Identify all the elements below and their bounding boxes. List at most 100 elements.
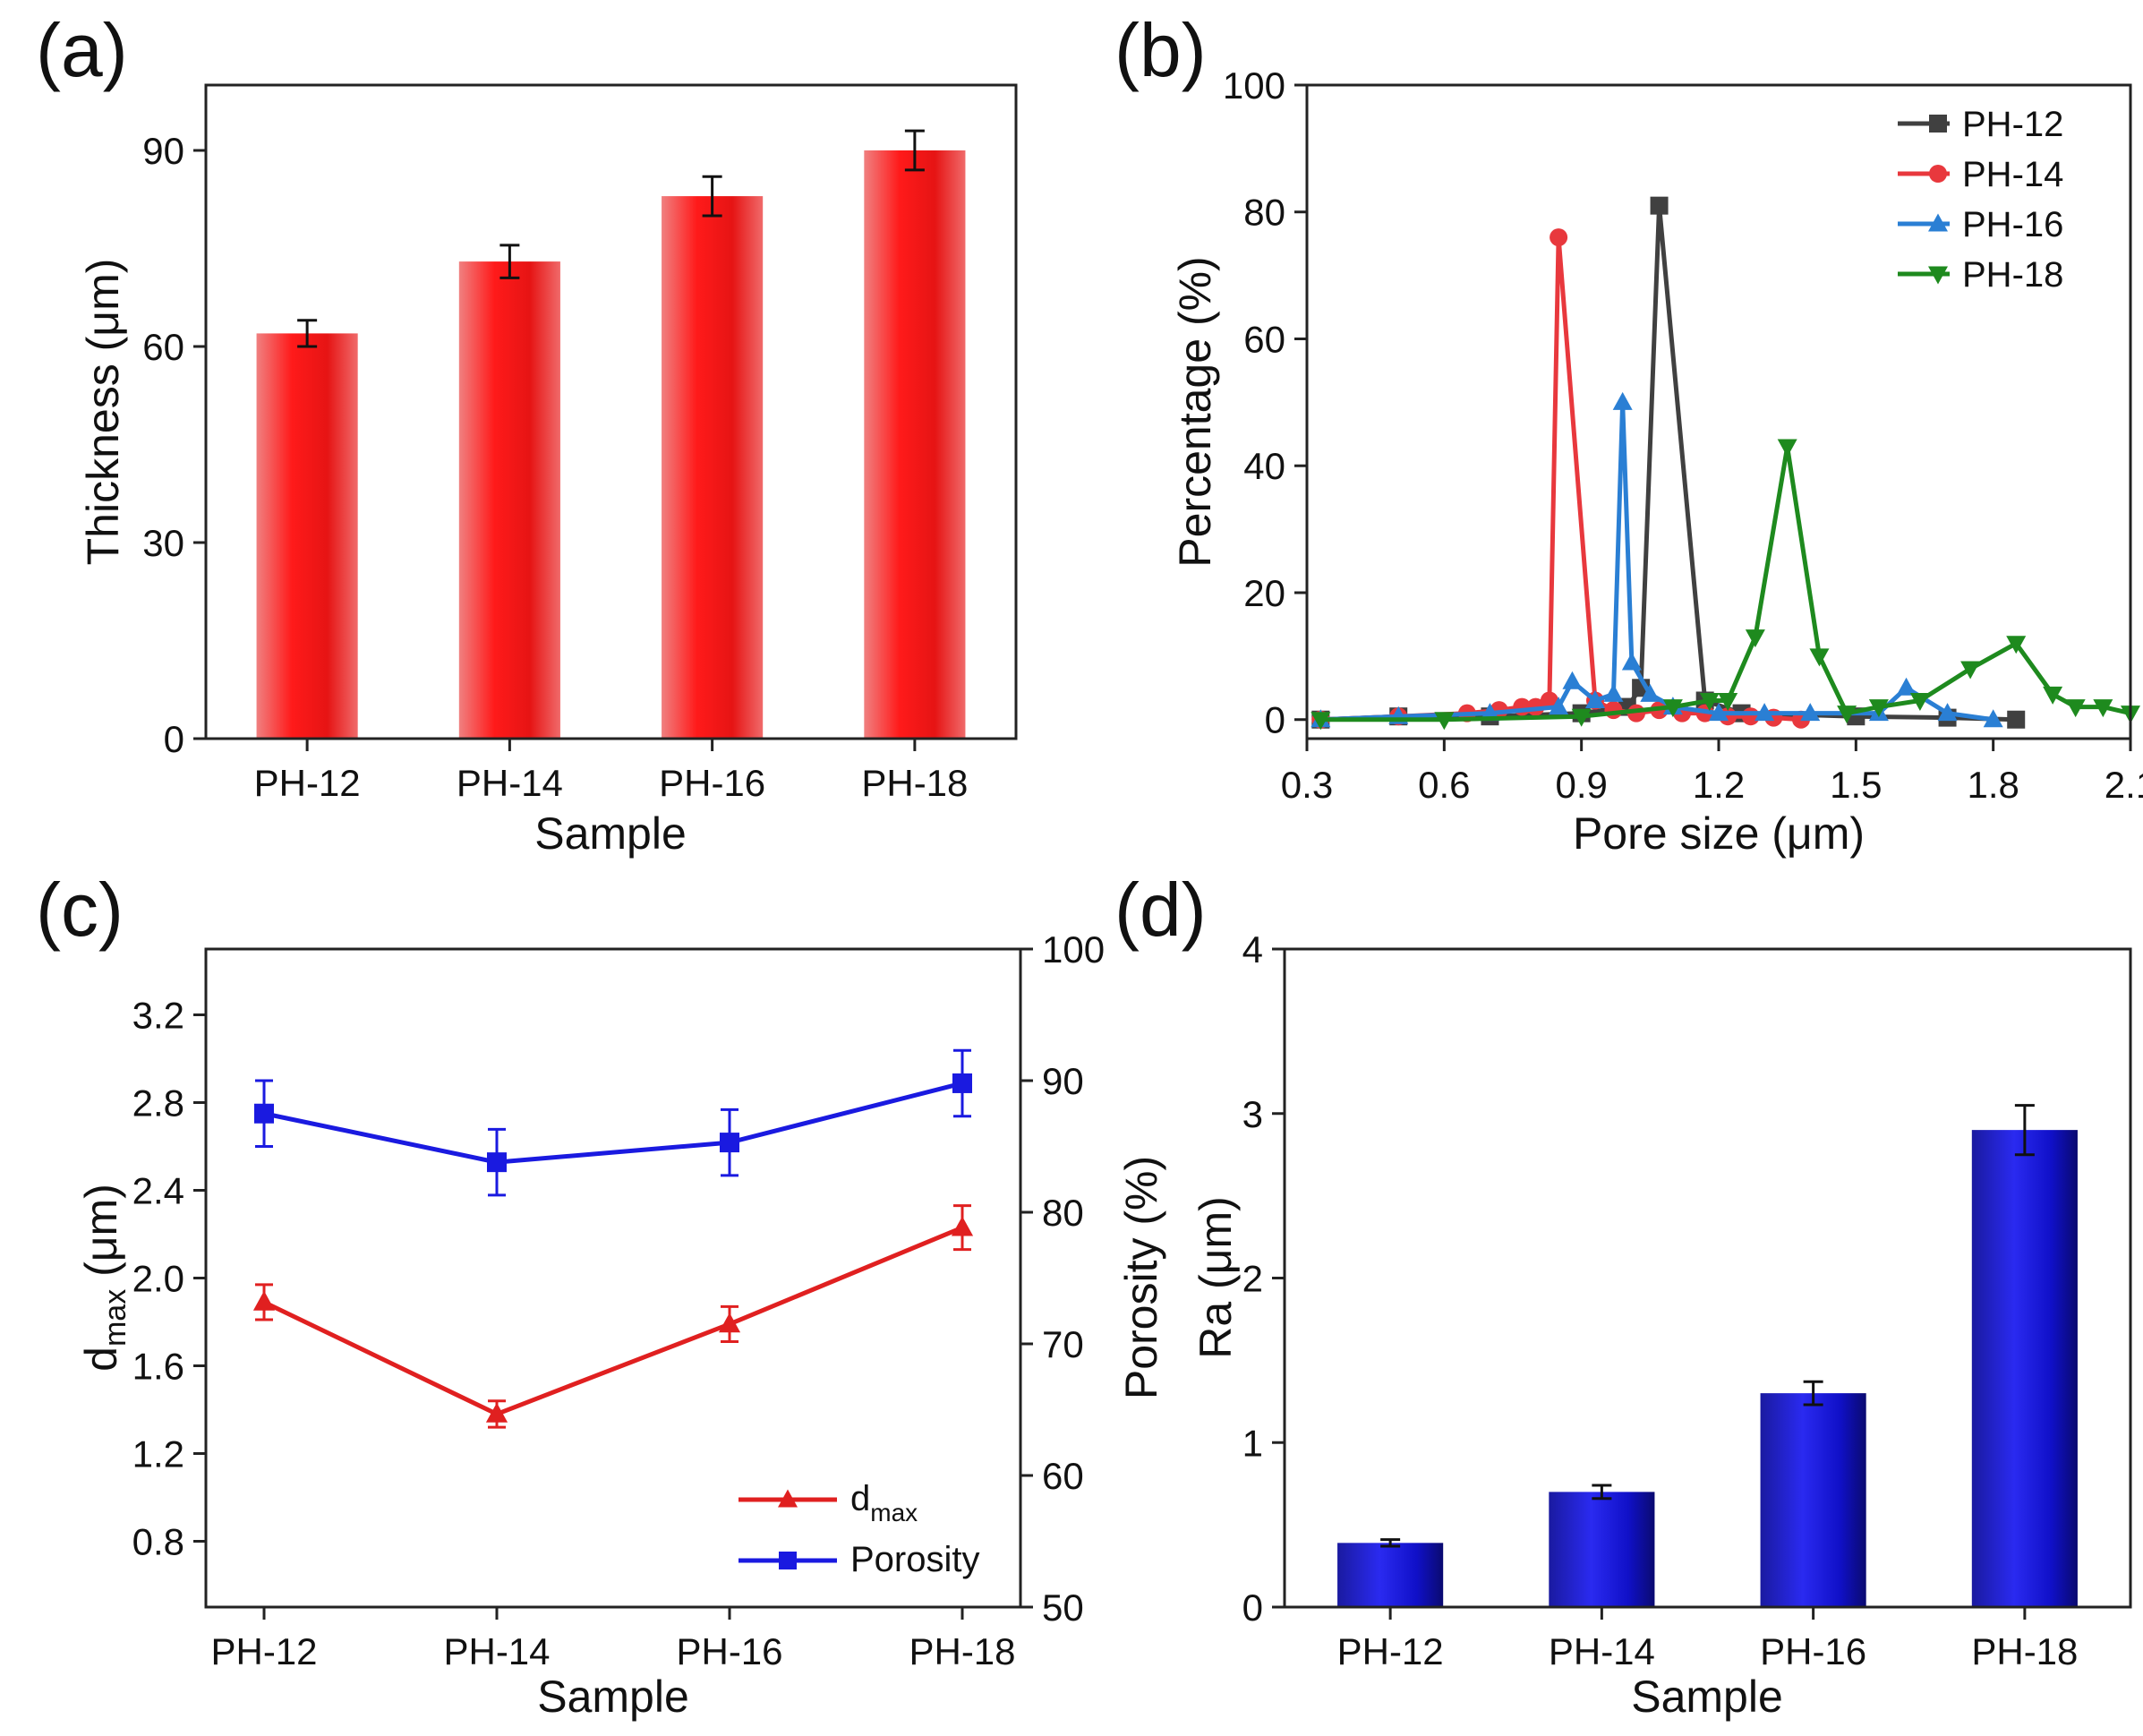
panel-a: (a) 0 30 60 90 PH-12 PH-14 PH-16 PH-18 Sample T…: [36, 8, 1018, 859]
panel-a-bar-1: [458, 261, 560, 740]
panel-b-xtick-label-2: 0.9: [1555, 764, 1607, 806]
panel-b-line-PH-18: [1320, 444, 2131, 723]
panel-b-point-PH-16-4: [1562, 671, 1583, 689]
panel-b-point-PH-16-15: [1896, 677, 1917, 696]
panel-a-bar-3: [864, 150, 966, 739]
panel-c-ylabel-left-sub: max: [98, 1289, 132, 1347]
panel-c-ylabel-left-main: d: [76, 1347, 126, 1372]
panel-c-point-dmax-1: [485, 1402, 508, 1423]
panel-b-series-PH-12: [1311, 196, 2026, 729]
panel-b-frame: [1305, 83, 2132, 740]
panel-b-series-PH-18: [1311, 439, 2140, 731]
panel-b-point-PH-16-11: [1709, 703, 1729, 722]
panel-d: (d) 0 1 2 3 4 PH-12 PH-14 PH-16 PH-18 Sample Ra …: [1114, 868, 2132, 1722]
panel-c-series-dmax: [252, 1204, 974, 1429]
panel-c-point-dmax-0: [252, 1290, 276, 1311]
panel-b-point-PH-18-14: [2043, 686, 2063, 705]
panel-c-legend-label-main-dmax: d: [850, 1479, 870, 1518]
panel-a-bar-0: [256, 333, 358, 739]
panel-c-ytick-left-label-2: 1.6: [132, 1346, 184, 1388]
panel-a-ytick-label-3: 90: [142, 130, 184, 172]
panel-b-line-PH-14: [1320, 235, 1802, 723]
panel-c-ytick-right-label-5: 100: [1042, 928, 1105, 971]
panel-d-plot: 0 1 2 3 4 PH-12 PH-14 PH-16 PH-18: [1242, 928, 2079, 1672]
panel-b-point-PH-18-2: [1571, 708, 1592, 727]
panel-c-legend-marker-Porosity: [779, 1552, 797, 1569]
panel-b-legend-label-PH-16: PH-16: [1962, 205, 2063, 244]
panel-b-line-PH-12: [1320, 203, 2017, 723]
panel-b-ytick-label-3: 60: [1243, 318, 1285, 360]
panel-c-line-Porosity: [263, 1081, 963, 1165]
panel-b-legend-marker-PH-12: [1929, 115, 1947, 133]
panel-b-ylabel: Percentage (%): [1170, 256, 1220, 567]
panel-d-frame: [1283, 947, 2132, 1609]
panel-b-point-PH-18-12: [1960, 661, 1981, 680]
panel-c-xtick-label-0: PH-12: [210, 1630, 317, 1672]
panel-b-point-PH-18-7: [1777, 439, 1797, 458]
panel-c-legend: dmax Porosity: [739, 1479, 980, 1579]
panel-b-line-PH-16: [1320, 399, 1994, 723]
panel-c-ytick-right-label-1: 60: [1042, 1455, 1084, 1497]
panel-b-legend-label-PH-12: PH-12: [1962, 105, 2063, 144]
panel-b-point-PH-18-13: [2006, 636, 2027, 654]
panel-c-ytick-left-label-6: 3.2: [132, 995, 184, 1037]
panel-c-ytick-right-label-3: 80: [1042, 1192, 1084, 1234]
panel-b-point-PH-16-9: [1640, 683, 1661, 702]
panel-b-plot: 0.3 0.6 0.9 1.2 1.5 1.8 2.1 0 20 40 60 80 100: [1223, 64, 2143, 806]
panel-c-xtick-label-2: PH-16: [676, 1630, 782, 1672]
panel-a-xlabel: Sample: [534, 808, 687, 859]
panel-b-point-PH-18-15: [2065, 699, 2086, 718]
panel-b-point-PH-18-8: [1809, 648, 1830, 667]
panel-a-xtick-label-1: PH-14: [457, 762, 563, 804]
panel-b-xtick-label-5: 1.8: [1967, 764, 2019, 806]
panel-b-point-PH-14-6: [1540, 691, 1558, 710]
panel-d-bar-3: [1971, 1130, 2078, 1607]
panel-b-point-PH-18-3: [1662, 699, 1683, 718]
panel-b-series-PH-14: [1311, 228, 1810, 729]
panel-a-ytick-label-2: 60: [142, 326, 184, 368]
panel-a-bar-2: [662, 196, 764, 740]
panel-c-ytick-right-label-4: 90: [1042, 1060, 1084, 1102]
panel-b-point-PH-16-8: [1621, 652, 1642, 671]
panel-d-bar-1: [1549, 1492, 1655, 1607]
panel-b-point-PH-16-13: [1800, 703, 1821, 722]
panel-b-point-PH-16-3: [1549, 697, 1569, 715]
panel-c-series-Porosity: [254, 1048, 972, 1197]
panel-d-bar-0: [1337, 1543, 1444, 1607]
panel-b-label: (b): [1114, 8, 1207, 92]
panel-c-point-Porosity-0: [254, 1103, 274, 1124]
panel-a-ytick-label-1: 30: [142, 522, 184, 564]
panel-c-ylabel-right: Porosity (%): [1116, 1156, 1166, 1399]
panel-c-ytick-right-label-0: 50: [1042, 1586, 1084, 1629]
panel-b-point-PH-14-9: [1604, 701, 1623, 720]
panel-d-xtick-label-3: PH-18: [1971, 1630, 2078, 1672]
panel-b-legend: PH-12 PH-14 PH-16 PH-18: [1898, 105, 2063, 295]
panel-b-ytick-label-1: 20: [1243, 572, 1285, 614]
panel-b-ytick-label-4: 80: [1243, 192, 1285, 234]
panel-b-point-PH-14-15: [1741, 707, 1760, 726]
panel-b-xtick-label-1: 0.6: [1418, 764, 1470, 806]
panel-d-ytick-label-3: 3: [1242, 1093, 1263, 1135]
panel-a-ylabel: Thickness (μm): [78, 259, 128, 566]
panel-d-ytick-label-1: 1: [1242, 1422, 1263, 1464]
panel-d-ytick-label-0: 0: [1242, 1586, 1263, 1629]
panel-c-ytick-left-label-0: 0.8: [132, 1521, 184, 1563]
panel-b-point-PH-12-6: [1650, 196, 1669, 215]
panel-b-legend-marker-PH-14: [1929, 165, 1947, 183]
panel-b-xtick-label-3: 1.2: [1693, 764, 1745, 806]
panel-b-xlabel: Pore size (μm): [1573, 808, 1865, 859]
panel-c-label: (c): [36, 868, 124, 952]
panel-b-point-PH-18-5: [1718, 692, 1738, 711]
panel-c-xtick-label-1: PH-14: [443, 1630, 550, 1672]
panel-b-point-PH-16-12: [1755, 703, 1775, 722]
panel-c-point-dmax-2: [718, 1313, 741, 1333]
panel-b-point-PH-16-7: [1612, 391, 1633, 410]
panel-c-point-Porosity-3: [952, 1073, 972, 1093]
panel-b-point-PH-18-4: [1699, 692, 1720, 711]
panel-c-ytick-left-label-1: 1.2: [132, 1433, 184, 1475]
panel-b-point-PH-18-11: [1909, 692, 1930, 711]
panel-c-xlabel: Sample: [537, 1672, 689, 1722]
panel-c-point-Porosity-2: [720, 1133, 739, 1153]
panel-d-ytick-label-2: 2: [1242, 1258, 1263, 1300]
